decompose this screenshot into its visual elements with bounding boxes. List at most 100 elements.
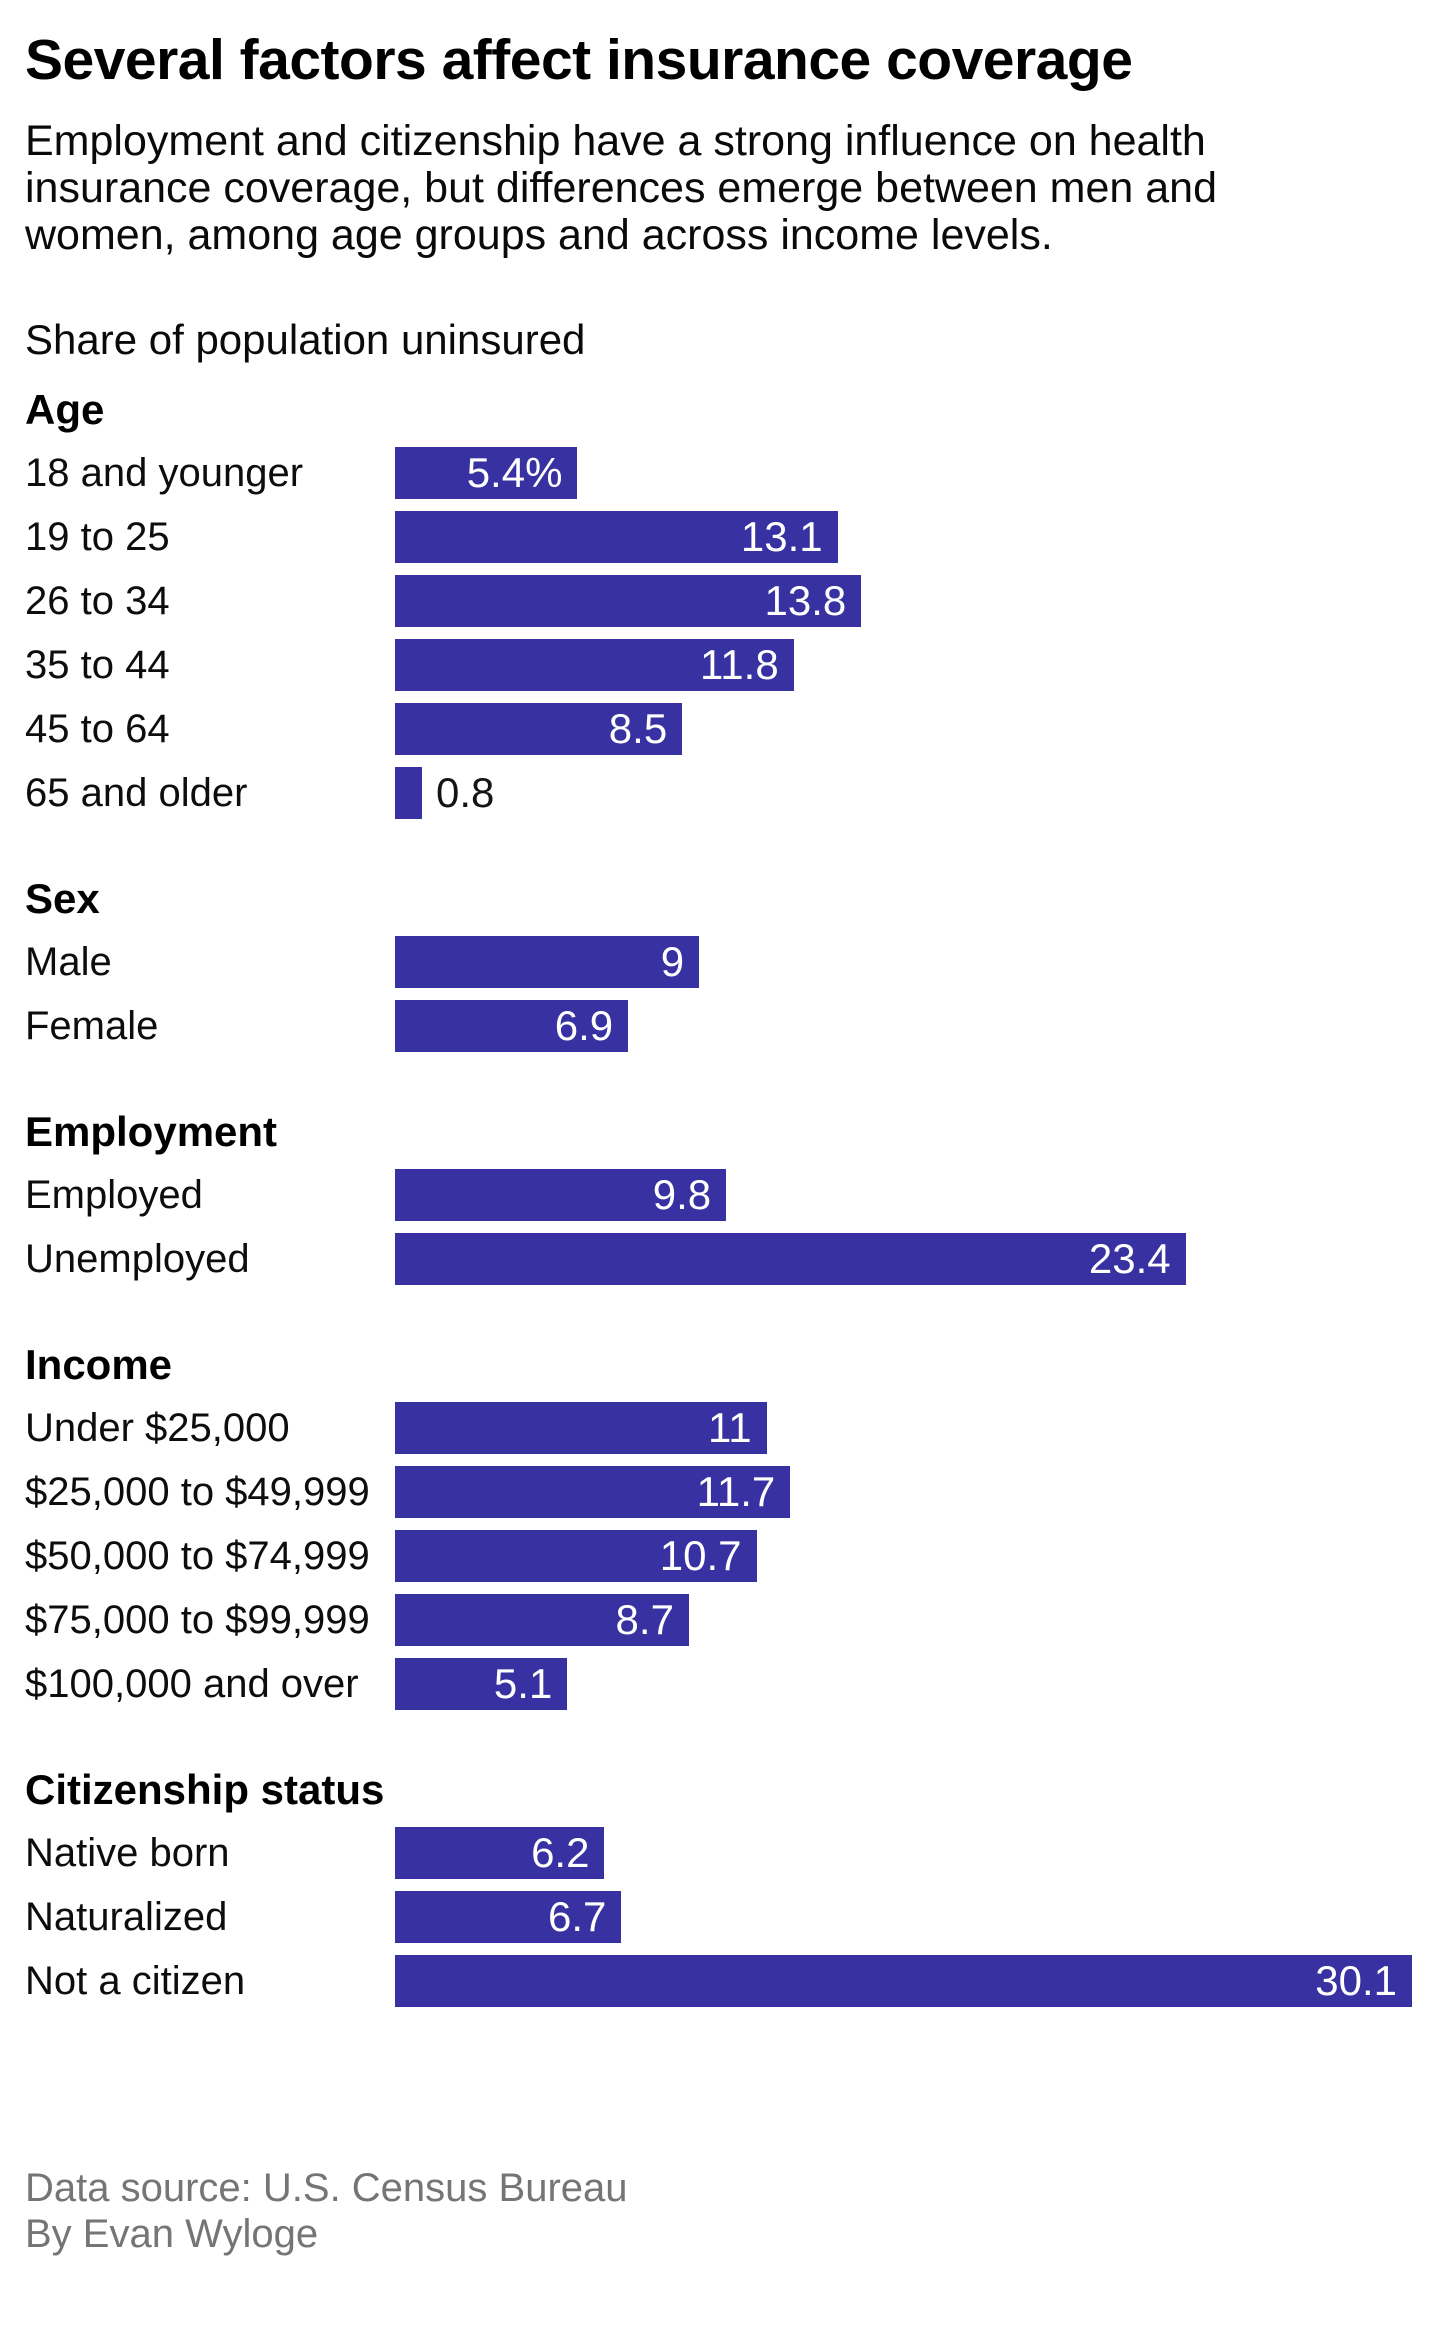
bar: 13.1 (395, 511, 838, 563)
bar-row: $100,000 and over 5.1 (25, 1658, 1412, 1710)
category-label: $75,000 to $99,999 (25, 1598, 370, 1642)
category-label: $50,000 to $74,999 (25, 1534, 370, 1578)
bar-value-label: 11.7 (696, 1468, 776, 1515)
bar-value-label: 13.1 (740, 513, 823, 560)
bar-value-label: 9.8 (652, 1171, 712, 1218)
bar-row: 35 to 44 11.8 (25, 639, 1412, 691)
bar: 8.7 (395, 1594, 689, 1646)
bar-row: Unemployed 23.4 (25, 1233, 1412, 1285)
bar-track: 10.7 (395, 1530, 1412, 1582)
section-heading: Income (25, 1341, 173, 1388)
bar-value-label: 9 (660, 938, 685, 985)
chart-subtitle: Employment and citizenship have a strong… (25, 118, 1412, 259)
category-label: 26 to 34 (25, 579, 170, 623)
bar-track: 9 (395, 936, 1412, 988)
category-label: Unemployed (25, 1237, 250, 1281)
chart-footer: Data source: U.S. Census Bureau By Evan … (25, 2165, 1412, 2257)
bar-row: Not a citizen 30.1 (25, 1955, 1412, 2007)
category-label: Not a citizen (25, 1959, 246, 2003)
bar-track: 30.1 (395, 1955, 1412, 2007)
bar: 6.7 (395, 1891, 622, 1943)
bar-track: 9.8 (395, 1169, 1412, 1221)
bar-value-label: 13.8 (764, 577, 847, 624)
bar-value-label: 0.8 (436, 769, 495, 816)
bar-value-label: 5.4% (466, 449, 563, 496)
bar: 9 (395, 936, 700, 988)
bar-track: 23.4 (395, 1233, 1412, 1285)
category-label: $25,000 to $49,999 (25, 1470, 370, 1514)
bar-track: 11.7 (395, 1466, 1412, 1518)
bar-value-label: 11.8 (700, 641, 779, 688)
page-title: Several factors affect insurance coverag… (25, 28, 1133, 92)
bar-track: 6.9 (395, 1000, 1412, 1052)
bar-value-label: 6.9 (554, 1002, 614, 1049)
bar-track: 5.4% (395, 447, 1412, 499)
bar-value-label: 5.1 (493, 1660, 553, 1707)
bar-track: 8.5 (395, 703, 1412, 755)
bar-row: $50,000 to $74,999 10.7 (25, 1530, 1412, 1582)
bar: 13.8 (395, 575, 862, 627)
bar-track: 11 (395, 1402, 1412, 1454)
bar-row: $25,000 to $49,999 11.7 (25, 1466, 1412, 1518)
category-label: 65 and older (25, 771, 248, 815)
category-label: 45 to 64 (25, 707, 170, 751)
section-heading: Employment (25, 1108, 278, 1155)
bar: 8.5 (395, 703, 683, 755)
bar-row: 19 to 25 13.1 (25, 511, 1412, 563)
subtitle-line: Employment and citizenship have a strong… (25, 117, 1206, 165)
chart-kicker: Share of population uninsured (25, 316, 586, 363)
bar-value-label: 30.1 (1315, 1957, 1397, 2004)
bar-value-label: 23.4 (1088, 1235, 1171, 1282)
section-heading: Citizenship status (25, 1766, 385, 1813)
section-income: Income Under $25,000 11 $25,000 to $49,9… (25, 1340, 1412, 1710)
category-label: 19 to 25 (25, 515, 170, 559)
bar-row: $75,000 to $99,999 8.7 (25, 1594, 1412, 1646)
bar-row: Male 9 (25, 936, 1412, 988)
bar: 6.9 (395, 1000, 629, 1052)
bar-row: 45 to 64 8.5 (25, 703, 1412, 755)
bar-row: 26 to 34 13.8 (25, 575, 1412, 627)
section-sex: Sex Male 9 Female 6.9 (25, 874, 1412, 1052)
section-employment: Employment Employed 9.8 Unemployed 23.4 (25, 1107, 1412, 1285)
bar-track: 8.7 (395, 1594, 1412, 1646)
bar: 5.1 (395, 1658, 568, 1710)
category-label: Under $25,000 (25, 1406, 290, 1450)
bar: 0.8 (395, 767, 494, 819)
bar: 5.4% (395, 447, 578, 499)
bar: 11 (395, 1402, 767, 1454)
bar-row: Under $25,000 11 (25, 1402, 1412, 1454)
bar-value-label: 8.7 (615, 1596, 674, 1643)
section-age: Age 18 and younger 5.4% 19 to 25 13.1 26… (25, 385, 1412, 819)
chart-page: Several factors affect insurance coverag… (25, 28, 1412, 2257)
category-label: 35 to 44 (25, 643, 170, 687)
bar-track: 6.2 (395, 1827, 1412, 1879)
bar-value-label: 6.7 (547, 1893, 607, 1940)
bar-track: 0.8 (395, 767, 1412, 819)
category-label: Employed (25, 1173, 203, 1217)
bar-value-label: 8.5 (608, 705, 668, 752)
bar: 9.8 (395, 1169, 727, 1221)
bar: 6.2 (395, 1827, 605, 1879)
bar-track: 5.1 (395, 1658, 1412, 1710)
subtitle-line: insurance coverage, but differences emer… (25, 164, 1218, 212)
category-label: Male (25, 940, 112, 984)
byline: By Evan Wyloge (25, 2212, 319, 2256)
bar-track: 13.1 (395, 511, 1412, 563)
bar-value-label: 11 (708, 1404, 752, 1451)
bar-track: 11.8 (395, 639, 1412, 691)
bar: 10.7 (395, 1530, 757, 1582)
bar-row: Native born 6.2 (25, 1827, 1412, 1879)
section-heading: Sex (25, 875, 100, 922)
category-label: Female (25, 1004, 159, 1048)
bar-value-label: 10.7 (659, 1532, 742, 1579)
bar-track: 13.8 (395, 575, 1412, 627)
bar-value-label: 6.2 (531, 1829, 590, 1876)
bar-row: 65 and older 0.8 (25, 767, 1412, 819)
category-label: $100,000 and over (25, 1662, 359, 1706)
category-label: Naturalized (25, 1895, 228, 1939)
category-label: Native born (25, 1831, 230, 1875)
bar-row: 18 and younger 5.4% (25, 447, 1412, 499)
section-heading: Age (25, 386, 105, 433)
bar-row: Naturalized 6.7 (25, 1891, 1412, 1943)
bar-row: Female 6.9 (25, 1000, 1412, 1052)
